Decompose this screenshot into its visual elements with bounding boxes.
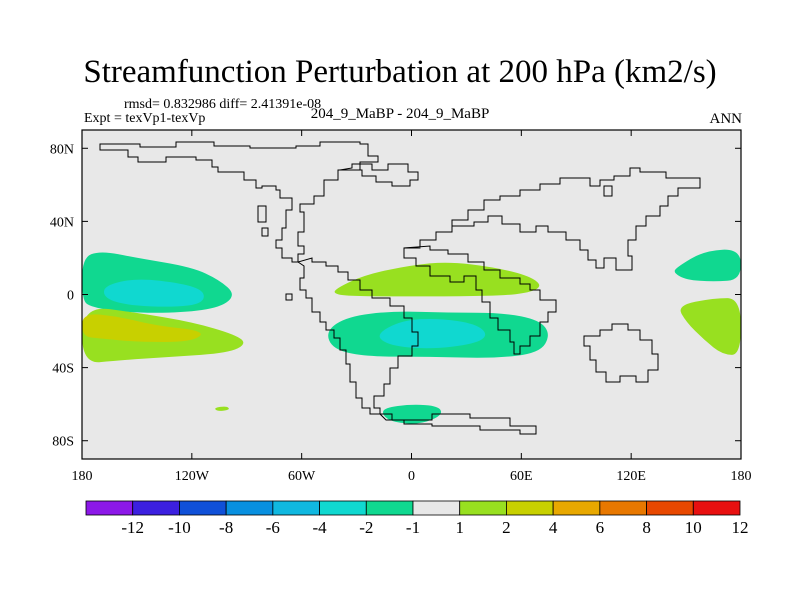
colorbar-swatch xyxy=(319,500,367,516)
colorbar-label: -1 xyxy=(406,518,420,537)
chart-title: Streamfunction Perturbation at 200 hPa (… xyxy=(83,54,717,90)
x-tick-label: 60E xyxy=(510,469,533,484)
colorbar-swatch xyxy=(365,500,414,516)
y-tick-label: 40N xyxy=(50,215,74,230)
colorbar: -12 -10 -8 -6 -4 -2 -1 1 2 4 6 8 10 12 xyxy=(85,500,749,537)
x-tick-label: 120E xyxy=(616,469,646,484)
coastline-eurasia-africa xyxy=(403,167,701,355)
experiment-label: Expt = texVp1-texVp xyxy=(84,111,206,126)
rmsd-label: rmsd= 0.832986 diff= 2.41391e-08 xyxy=(124,97,322,112)
colorbar-label: 2 xyxy=(502,518,511,537)
colorbar-label: -10 xyxy=(168,518,191,537)
map-layer xyxy=(82,130,741,459)
colorbar-label: -12 xyxy=(121,518,144,537)
coastline-layer xyxy=(99,141,701,435)
colorbar-swatch xyxy=(85,500,134,516)
region-south-pacific-core-positive xyxy=(82,314,201,343)
colorbar-swatch xyxy=(552,500,601,516)
x-tick-label: 120W xyxy=(175,469,210,484)
region-south-atlantic-core-negative xyxy=(379,318,486,349)
region-small-positive-spot xyxy=(215,406,229,411)
coastline-north-america xyxy=(99,141,379,263)
case-label: 204_9_MaBP - 204_9_MaBP xyxy=(310,106,490,122)
colorbar-label: 6 xyxy=(596,518,605,537)
colorbar-swatch xyxy=(412,500,461,516)
coastline-antarctica xyxy=(378,413,537,435)
region-west-pacific-positive xyxy=(680,298,741,355)
colorbar-label: 1 xyxy=(455,518,464,537)
coastline-australia xyxy=(583,323,659,383)
y-tick-label: 80S xyxy=(52,435,74,450)
colorbar-label: -6 xyxy=(266,518,280,537)
colorbar-swatch xyxy=(179,500,227,516)
axis-layer: 180 120W 60W 0 60E 120E 180 80N 40N 0 40S 80S xyxy=(50,129,752,484)
colorbar-label: 8 xyxy=(642,518,651,537)
colorbar-swatch xyxy=(646,500,694,516)
coastline-south-america xyxy=(296,257,419,415)
colorbar-swatch xyxy=(599,500,647,516)
colorbar-swatch xyxy=(225,500,274,516)
y-tick-label: 40S xyxy=(52,362,74,377)
x-tick-label: 0 xyxy=(408,469,415,484)
region-antarctic-peninsula-negative xyxy=(382,404,442,424)
x-tick-label: 180 xyxy=(731,469,752,484)
y-tick-label: 0 xyxy=(67,289,74,304)
colorbar-label: -8 xyxy=(219,518,233,537)
region-west-pacific-negative xyxy=(674,249,741,282)
colorbar-label: 4 xyxy=(549,518,558,537)
x-tick-label: 180 xyxy=(72,469,93,484)
colorbar-label: 12 xyxy=(732,518,749,537)
colorbar-swatch xyxy=(692,500,741,516)
colorbar-swatch xyxy=(132,500,180,516)
region-north-africa-positive xyxy=(334,262,540,297)
colorbar-swatch xyxy=(506,500,554,516)
x-tick-label: 60W xyxy=(288,469,316,484)
colorbar-swatch xyxy=(459,500,507,516)
colorbar-label: -4 xyxy=(312,518,327,537)
region-eastern-pacific-core-negative xyxy=(103,279,204,307)
colorbar-label: -2 xyxy=(359,518,373,537)
colorbar-label: 10 xyxy=(685,518,702,537)
coastline-greenland xyxy=(339,163,419,187)
y-tick-label: 80N xyxy=(50,142,74,157)
season-label: ANN xyxy=(709,111,743,127)
colorbar-swatch xyxy=(272,500,320,516)
coastline-islands xyxy=(257,185,613,301)
